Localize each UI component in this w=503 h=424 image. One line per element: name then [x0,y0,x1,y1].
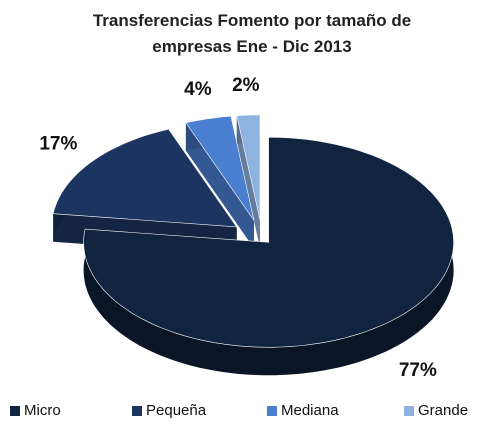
data-label: 17% [39,134,77,155]
legend-swatch [404,406,414,416]
chart-title: Transferencias Fomento por tamaño de emp… [92,11,412,56]
data-label: 2% [232,75,260,96]
slice [185,115,255,249]
slice [236,114,261,248]
legend-label: Pequeña [146,402,207,419]
slice [83,137,454,376]
slice-side [236,115,260,248]
slice-side [185,122,254,249]
legend-swatch [267,406,277,416]
legend-label: Micro [24,402,61,419]
slice-top [52,128,238,228]
slice-top [83,137,454,348]
data-label: 4% [184,79,212,100]
legend-swatch [10,406,20,416]
legend-label: Mediana [281,402,339,419]
legend-label: Grande [418,402,468,419]
legend-swatch [132,406,142,416]
slice-top [185,115,255,221]
data-label: 77% [399,360,437,381]
slice-top [236,114,261,220]
